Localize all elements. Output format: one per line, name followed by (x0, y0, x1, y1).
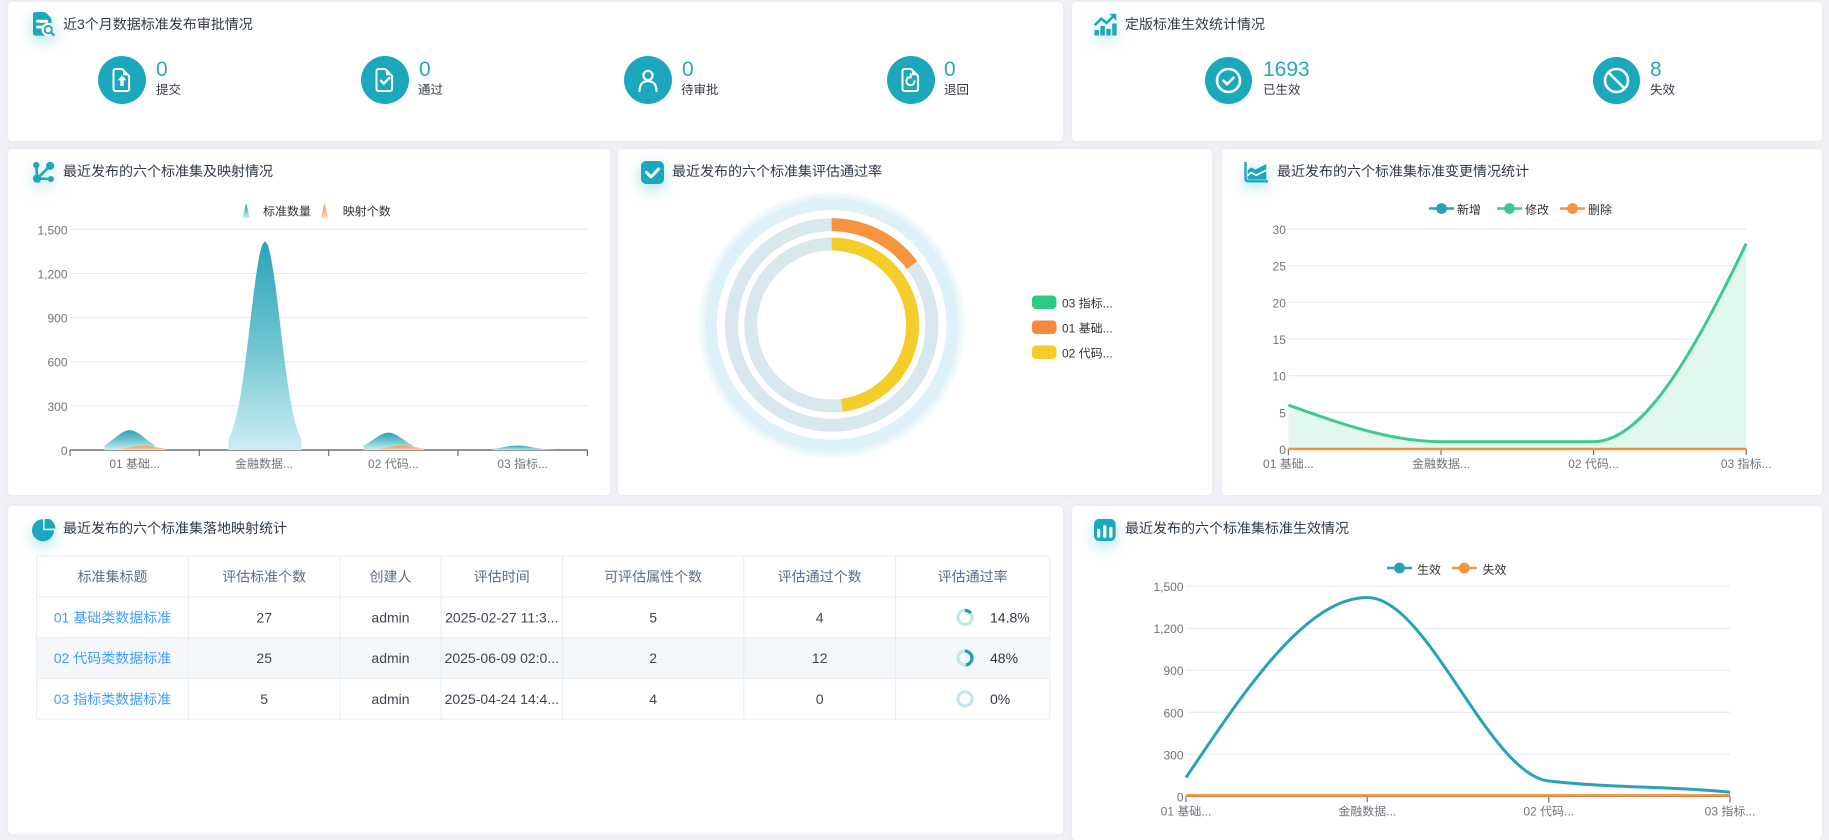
svg-text:2025-02-27 11:3...: 2025-02-27 11:3... (445, 609, 558, 625)
svg-text:1,500: 1,500 (1153, 580, 1183, 594)
svg-text:可评估属性个数: 可评估属性个数 (604, 569, 702, 585)
svg-text:金融数据...: 金融数据... (235, 457, 293, 471)
svg-text:标准集标题: 标准集标题 (78, 569, 148, 585)
svg-text:2: 2 (649, 650, 657, 666)
svg-text:01 基础...: 01 基础... (1161, 804, 1212, 818)
svg-text:评估通过率: 评估通过率 (938, 569, 1008, 585)
svg-text:300: 300 (47, 400, 67, 414)
svg-text:admin: admin (371, 650, 409, 666)
svg-text:48%: 48% (990, 650, 1018, 666)
svg-text:02 代码...: 02 代码... (1523, 804, 1574, 818)
svg-text:27: 27 (256, 609, 272, 625)
svg-text:600: 600 (47, 356, 67, 370)
svg-text:1,200: 1,200 (1153, 622, 1183, 636)
svg-text:20: 20 (1273, 296, 1287, 310)
svg-text:金融数据...: 金融数据... (1338, 804, 1396, 818)
svg-text:600: 600 (1163, 706, 1183, 720)
svg-text:10: 10 (1273, 370, 1287, 384)
svg-text:02 代码...: 02 代码... (368, 457, 419, 471)
svg-text:新增: 新增 (1457, 203, 1481, 217)
svg-text:创建人: 创建人 (370, 569, 412, 585)
svg-text:01 基础...: 01 基础... (1263, 457, 1314, 471)
svg-text:1,200: 1,200 (37, 267, 67, 281)
svg-text:映射个数: 映射个数 (343, 205, 391, 219)
svg-text:0%: 0% (990, 691, 1010, 707)
svg-text:03 指标...: 03 指标... (497, 457, 548, 471)
svg-text:5: 5 (260, 691, 268, 707)
svg-text:2025-04-24 14:4...: 2025-04-24 14:4... (445, 691, 559, 707)
svg-text:03 指标...: 03 指标... (1721, 457, 1772, 471)
svg-text:14.8%: 14.8% (990, 609, 1030, 625)
svg-text:30: 30 (1273, 223, 1287, 237)
svg-text:12: 12 (812, 650, 828, 666)
svg-text:900: 900 (1163, 664, 1183, 678)
svg-text:标准数量: 标准数量 (263, 205, 311, 219)
svg-text:5: 5 (649, 609, 657, 625)
svg-text:失效: 失效 (1483, 563, 1507, 577)
svg-text:生效: 生效 (1417, 563, 1441, 577)
svg-text:01 基础类数据标准: 01 基础类数据标准 (54, 609, 171, 625)
svg-text:25: 25 (1273, 260, 1287, 274)
svg-text:4: 4 (649, 691, 657, 707)
svg-text:0: 0 (1279, 443, 1286, 457)
svg-text:300: 300 (1163, 748, 1183, 762)
svg-text:02 代码...: 02 代码... (1568, 457, 1619, 471)
svg-text:25: 25 (256, 650, 272, 666)
svg-text:03 指标类数据标准: 03 指标类数据标准 (54, 691, 171, 707)
svg-text:删除: 删除 (1588, 203, 1612, 217)
svg-text:03 指标...: 03 指标... (1705, 804, 1756, 818)
svg-text:03 指标...: 03 指标... (1062, 297, 1113, 311)
svg-text:0: 0 (1177, 790, 1184, 804)
svg-text:评估通过个数: 评估通过个数 (778, 569, 862, 585)
svg-text:02 代码...: 02 代码... (1062, 347, 1113, 361)
svg-text:4: 4 (816, 609, 824, 625)
svg-text:评估标准个数: 评估标准个数 (222, 569, 306, 585)
svg-text:评估时间: 评估时间 (474, 569, 530, 585)
svg-text:1,500: 1,500 (37, 223, 67, 237)
svg-text:金融数据...: 金融数据... (1412, 457, 1470, 471)
svg-text:01 基础...: 01 基础... (1062, 322, 1113, 336)
svg-text:0: 0 (61, 444, 68, 458)
svg-text:02 代码类数据标准: 02 代码类数据标准 (54, 650, 171, 666)
svg-text:0: 0 (816, 691, 824, 707)
svg-text:修改: 修改 (1525, 203, 1549, 217)
svg-text:5: 5 (1279, 406, 1286, 420)
svg-text:2025-06-09 02:0...: 2025-06-09 02:0... (445, 650, 559, 666)
svg-text:900: 900 (47, 312, 67, 326)
svg-text:01 基础...: 01 基础... (109, 457, 160, 471)
svg-text:admin: admin (371, 691, 409, 707)
svg-text:15: 15 (1273, 333, 1287, 347)
svg-text:admin: admin (371, 609, 409, 625)
